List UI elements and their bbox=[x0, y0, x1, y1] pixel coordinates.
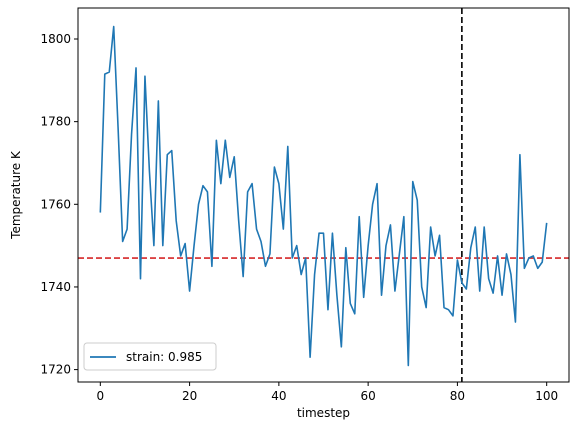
x-tick-label: 100 bbox=[535, 389, 558, 403]
y-tick-label: 1760 bbox=[40, 197, 71, 211]
y-tick-label: 1740 bbox=[40, 280, 71, 294]
legend: strain: 0.985 bbox=[83, 342, 217, 371]
x-axis-ticks: 0 20 40 60 80 100 bbox=[96, 382, 558, 403]
y-tick-label: 1780 bbox=[40, 115, 71, 129]
y-axis-ticks: 1720 1740 1760 1780 1800 bbox=[40, 32, 78, 377]
x-tick-label: 60 bbox=[360, 389, 375, 403]
legend-entry: strain: 0.985 bbox=[126, 350, 202, 364]
x-tick-label: 0 bbox=[96, 389, 104, 403]
x-tick-label: 40 bbox=[271, 389, 286, 403]
series-line bbox=[99, 25, 548, 367]
x-tick-label: 80 bbox=[450, 389, 465, 403]
series-layer bbox=[99, 25, 548, 367]
legend-box bbox=[83, 342, 217, 371]
x-axis-label: timestep bbox=[297, 406, 350, 420]
y-axis-label: Temperature K bbox=[9, 150, 23, 240]
y-tick-label: 1720 bbox=[40, 363, 71, 377]
axes-frame bbox=[77, 7, 570, 383]
y-tick-label: 1800 bbox=[40, 32, 71, 46]
x-tick-label: 20 bbox=[182, 389, 197, 403]
